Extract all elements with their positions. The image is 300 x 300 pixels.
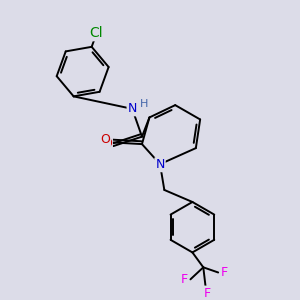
Text: O: O bbox=[102, 137, 112, 150]
Text: F: F bbox=[203, 286, 211, 300]
Text: N: N bbox=[155, 158, 165, 171]
Text: F: F bbox=[181, 273, 188, 286]
Text: Cl: Cl bbox=[89, 26, 103, 40]
Text: N: N bbox=[128, 102, 137, 116]
Text: F: F bbox=[220, 266, 227, 279]
Text: O: O bbox=[100, 133, 110, 146]
Text: H: H bbox=[140, 99, 148, 109]
